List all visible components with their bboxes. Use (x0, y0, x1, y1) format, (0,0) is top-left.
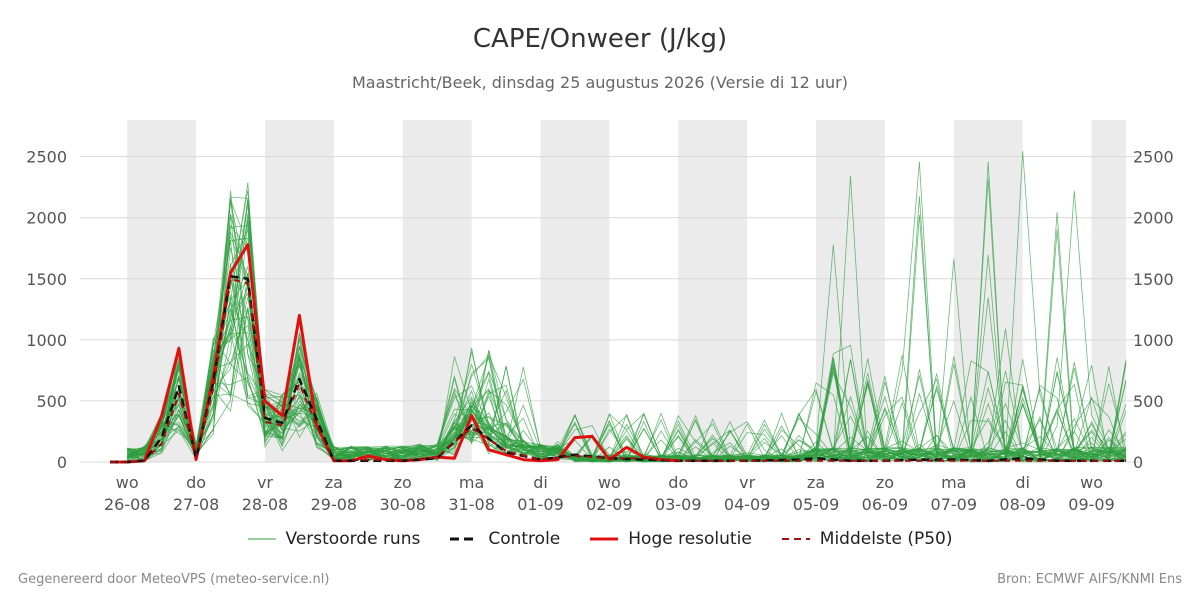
y-tick-left-2000: 2000 (26, 209, 67, 228)
shaded-band-7 (1091, 120, 1126, 462)
x-tick-date-09-09: 09-09 (1068, 495, 1115, 514)
x-tick-weekday-08-09: di (1015, 473, 1030, 492)
x-tick-date-29-08: 29-08 (311, 495, 358, 514)
ensemble-member-43 (127, 182, 1127, 463)
legend-item-median: Middelste (P50) (781, 529, 953, 549)
y-tick-left-500: 500 (36, 392, 67, 411)
x-tick-weekday-26-08: wo (116, 473, 139, 492)
legend-label-median: Middelste (P50) (819, 529, 953, 549)
shaded-band-2 (402, 120, 472, 462)
legend: Verstoorde runs Controle Hoge resolutie … (0, 529, 1200, 549)
x-tick-weekday-04-09: vr (739, 473, 755, 492)
legend-swatch-highres (590, 537, 619, 541)
series-line-median-3 (110, 277, 1126, 463)
shaded-band-3 (540, 120, 610, 462)
y-tick-right-1500: 1500 (1133, 270, 1174, 289)
legend-item-perturbed: Verstoorde runs (247, 529, 421, 549)
x-tick-weekday-01-09: di (533, 473, 548, 492)
y-tick-right-1000: 1000 (1133, 331, 1174, 350)
x-tick-date-03-09: 03-09 (655, 495, 702, 514)
y-tick-right-2500: 2500 (1133, 148, 1174, 167)
x-tick-weekday-30-08: zo (394, 473, 412, 492)
x-tick-weekday-02-09: wo (598, 473, 621, 492)
legend-item-highres: Hoge resolutie (590, 529, 752, 549)
y-tick-right-500: 500 (1133, 392, 1164, 411)
x-tick-weekday-05-09: za (807, 473, 825, 492)
shaded-band-4 (678, 120, 748, 462)
x-tick-weekday-09-09: wo (1080, 473, 1103, 492)
legend-swatch-control (450, 537, 479, 541)
x-tick-weekday-03-09: do (668, 473, 688, 492)
legend-label-perturbed: Verstoorde runs (285, 529, 421, 549)
x-tick-date-31-08: 31-08 (448, 495, 495, 514)
ensemble-member-29 (126, 285, 1127, 463)
legend-label-control: Controle (488, 529, 561, 549)
y-tick-left-0: 0 (57, 453, 67, 472)
x-tick-weekday-31-08: ma (459, 473, 484, 492)
chart-title: CAPE/Onweer (J/kg) (472, 24, 728, 54)
x-tick-date-02-09: 02-09 (586, 495, 633, 514)
x-tick-date-08-09: 08-09 (999, 495, 1046, 514)
ensemble-member-5 (126, 324, 1127, 463)
series-line-control-2 (110, 275, 1126, 464)
x-tick-date-28-08: 28-08 (242, 495, 289, 514)
x-tick-weekday-06-09: zo (876, 473, 894, 492)
y-tick-left-1500: 1500 (26, 270, 67, 289)
ensemble-member-37 (127, 266, 1127, 463)
x-tick-weekday-27-08: do (186, 473, 206, 492)
y-tick-right-0: 0 (1133, 453, 1143, 472)
ensemble-member-44 (127, 271, 1127, 463)
ensemble-member-48 (127, 214, 1127, 463)
x-tick-date-07-09: 07-09 (931, 495, 978, 514)
ensemble-member-49 (127, 178, 1127, 462)
legend-swatch-perturbed (247, 538, 276, 540)
y-tick-left-1000: 1000 (26, 331, 67, 350)
legend-swatch-median (781, 538, 810, 540)
legend-item-control: Controle (450, 529, 560, 549)
footer-generator: Gegenereerd door MeteoVPS (meteo-service… (18, 572, 330, 587)
x-tick-date-27-08: 27-08 (173, 495, 220, 514)
x-tick-weekday-28-08: vr (257, 473, 273, 492)
x-tick-date-26-08: 26-08 (104, 495, 151, 514)
x-tick-weekday-07-09: ma (941, 473, 966, 492)
y-tick-left-2500: 2500 (26, 148, 67, 167)
x-tick-date-01-09: 01-09 (517, 495, 564, 514)
x-tick-date-05-09: 05-09 (793, 495, 840, 514)
x-tick-date-30-08: 30-08 (379, 495, 426, 514)
chart-subtitle: Maastricht/Beek, dinsdag 25 augustus 202… (351, 73, 848, 92)
legend-label-highres: Hoge resolutie (628, 529, 752, 549)
footer-source: Bron: ECMWF AIFS/KNMI Ens (997, 572, 1182, 587)
y-tick-right-2000: 2000 (1133, 209, 1174, 228)
x-tick-date-06-09: 06-09 (862, 495, 909, 514)
x-tick-date-04-09: 04-09 (724, 495, 771, 514)
x-tick-weekday-29-08: za (325, 473, 343, 492)
